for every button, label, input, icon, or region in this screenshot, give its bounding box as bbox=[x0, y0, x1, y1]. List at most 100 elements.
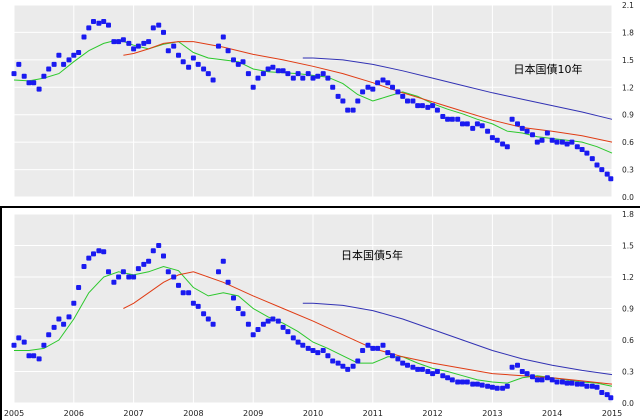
yield-marker bbox=[150, 25, 156, 31]
yield-marker bbox=[370, 86, 376, 92]
yield-marker bbox=[509, 364, 515, 370]
yield-marker bbox=[315, 73, 321, 79]
yield-marker bbox=[325, 353, 331, 359]
yield-marker bbox=[295, 339, 301, 345]
yield-marker bbox=[26, 353, 32, 359]
yield-marker bbox=[554, 139, 560, 145]
yield-marker bbox=[96, 248, 102, 254]
yield-marker bbox=[460, 121, 465, 127]
y-tick-label: 2.1 bbox=[622, 1, 634, 10]
yield-marker bbox=[564, 141, 570, 147]
y-tick-label: 1.8 bbox=[622, 28, 634, 37]
yield-marker bbox=[470, 125, 476, 131]
yield-marker bbox=[365, 84, 371, 90]
yield-marker bbox=[410, 364, 416, 370]
y-tick-label: 1.2 bbox=[622, 83, 634, 92]
yield-marker bbox=[494, 137, 500, 143]
x-tick-label: 2007 bbox=[123, 409, 143, 418]
yield-marker bbox=[564, 380, 570, 386]
x-tick-label: 2014 bbox=[542, 409, 562, 418]
yield-marker bbox=[350, 363, 356, 369]
yield-marker bbox=[26, 80, 32, 86]
yield-marker bbox=[440, 373, 446, 379]
yield-marker bbox=[608, 395, 614, 401]
yield-marker bbox=[235, 61, 241, 67]
yield-marker bbox=[509, 116, 515, 122]
yield-marker bbox=[156, 22, 162, 28]
yield-marker bbox=[201, 311, 207, 317]
y-tick-label: 0.6 bbox=[622, 336, 634, 345]
yield-marker bbox=[445, 375, 451, 381]
yield-marker bbox=[579, 381, 585, 387]
yield-marker bbox=[201, 66, 207, 72]
yield-marker bbox=[395, 89, 401, 95]
yield-marker bbox=[554, 379, 560, 385]
yield-marker bbox=[320, 71, 326, 77]
x-tick-label: 2008 bbox=[183, 409, 203, 418]
yield-marker bbox=[500, 385, 506, 391]
yield-marker bbox=[574, 381, 580, 387]
yield-marker bbox=[31, 353, 37, 359]
yield-marker bbox=[86, 255, 92, 261]
yield-marker bbox=[245, 321, 251, 327]
yield-marker bbox=[320, 348, 326, 353]
yield-marker bbox=[290, 335, 296, 341]
yield-marker bbox=[594, 384, 600, 390]
yield-marker bbox=[270, 64, 276, 70]
yield-marker bbox=[515, 121, 520, 127]
yield-marker bbox=[385, 350, 391, 356]
yield-marker bbox=[190, 55, 196, 61]
yield-marker bbox=[350, 107, 356, 113]
yield-marker bbox=[530, 374, 535, 380]
yield-marker bbox=[250, 332, 256, 338]
x-tick-label: 2010 bbox=[303, 409, 323, 418]
yield-marker bbox=[455, 116, 461, 122]
yield-marker bbox=[195, 303, 201, 309]
yield-marker bbox=[141, 261, 147, 267]
yield-marker bbox=[36, 356, 42, 362]
yield-marker bbox=[46, 332, 52, 338]
yield-marker bbox=[135, 266, 141, 272]
yield-marker bbox=[91, 19, 96, 24]
yield-marker bbox=[485, 128, 491, 134]
yield-marker bbox=[265, 66, 271, 72]
yield-marker bbox=[549, 377, 555, 383]
yield-marker bbox=[375, 80, 381, 86]
yield-marker bbox=[240, 311, 246, 317]
yield-marker bbox=[205, 316, 211, 322]
yield-marker bbox=[210, 321, 216, 327]
yield-marker bbox=[430, 103, 436, 109]
yield-marker bbox=[524, 371, 530, 377]
x-tick-label: 2009 bbox=[243, 409, 263, 418]
yield-marker bbox=[544, 375, 550, 381]
yield-marker bbox=[240, 59, 246, 65]
long-moving-average-line bbox=[302, 57, 613, 120]
yield-marker bbox=[31, 80, 37, 86]
yield-marker bbox=[120, 37, 126, 43]
yield-marker bbox=[216, 43, 221, 49]
chart-title: 日本国債5年 bbox=[341, 248, 403, 262]
yield-marker bbox=[225, 279, 231, 285]
yield-marker bbox=[156, 243, 162, 248]
yield-marker bbox=[460, 379, 465, 385]
yield-marker bbox=[504, 383, 510, 389]
yield-marker bbox=[76, 285, 82, 290]
y-tick-label: 1.5 bbox=[622, 242, 634, 251]
yield-marker bbox=[569, 380, 575, 386]
yield-marker bbox=[285, 71, 291, 77]
yield-marker bbox=[310, 75, 316, 81]
mid-moving-average-line bbox=[123, 271, 613, 385]
yield-marker bbox=[584, 383, 590, 389]
yield-marker bbox=[539, 137, 545, 143]
yield-marker bbox=[559, 379, 565, 385]
yield-marker bbox=[231, 295, 236, 301]
yield-marker bbox=[419, 103, 425, 109]
yield-marker bbox=[265, 318, 271, 324]
yield-marker bbox=[260, 71, 266, 77]
x-tick-label: 2013 bbox=[482, 409, 502, 418]
y-tick-label: 1.5 bbox=[622, 56, 634, 65]
long-moving-average-line bbox=[302, 302, 613, 376]
yield-marker bbox=[415, 103, 421, 109]
yield-marker bbox=[524, 128, 530, 134]
yield-marker bbox=[310, 348, 316, 353]
